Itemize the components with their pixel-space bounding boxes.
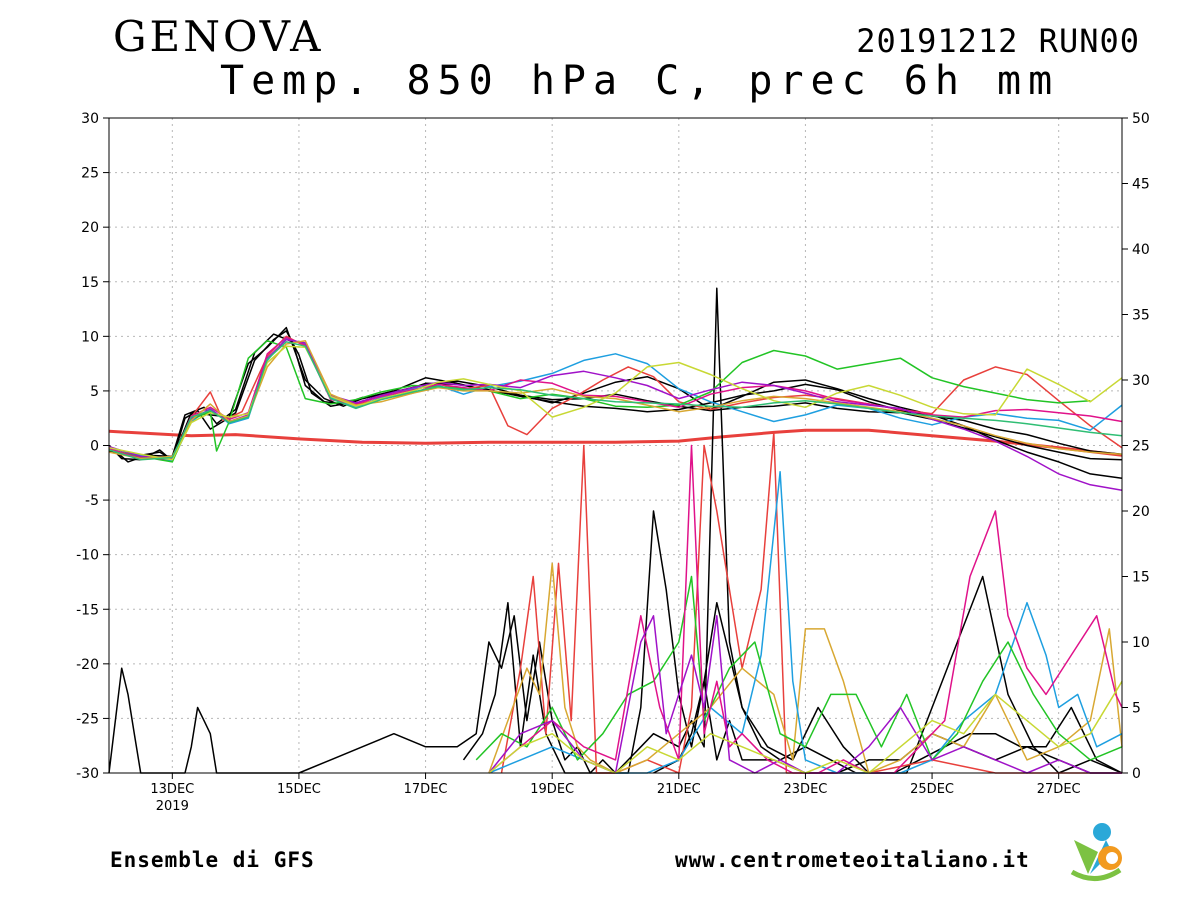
temp-line (108, 341, 1123, 461)
x-tick-label: 25DEC (910, 782, 954, 797)
city-title: GENOVA (113, 12, 324, 61)
temp-line (108, 345, 1123, 461)
left-tick-label: -10 (76, 548, 99, 564)
left-axis-ticks: 30 25 20 15 10 5 0 -5 -10 -15 -20 -25 -30 (76, 111, 109, 782)
x-tick-label: 17DEC (404, 782, 448, 797)
x-tick-label: 27DEC (1037, 782, 1081, 797)
precip-line (488, 562, 1123, 774)
reference-line-layer (108, 428, 1123, 457)
left-tick-label: -25 (76, 711, 99, 727)
chart-grid (109, 118, 1122, 773)
right-tick-label: 10 (1132, 635, 1150, 651)
left-tick-label: 20 (81, 220, 99, 236)
right-tick-label: 35 (1132, 308, 1150, 324)
website-link[interactable]: www.centrometeoitaliano.it (675, 848, 1030, 872)
run-label: 20191212 RUN00 (856, 22, 1140, 60)
left-tick-label: 30 (81, 111, 99, 127)
right-tick-label: 30 (1132, 373, 1150, 389)
reference-line (108, 428, 1123, 457)
left-tick-label: 15 (81, 275, 99, 291)
temperature-lines (108, 326, 1123, 492)
temp-line (108, 338, 1123, 492)
left-tick-label: 5 (90, 384, 99, 400)
variable-title: Temp. 850 hPa C, prec 6h mm (220, 58, 1060, 104)
x-tick-label: 21DEC (657, 782, 701, 797)
x-tick-label: 23DEC (784, 782, 828, 797)
left-tick-label: -20 (76, 657, 99, 673)
left-tick-label: -30 (76, 766, 99, 782)
precip-line (488, 615, 1122, 774)
right-tick-label: 5 (1132, 701, 1141, 717)
left-tick-label: 25 (81, 166, 99, 182)
temp-line (108, 337, 1123, 462)
x-tick-sublabel: 2019 (156, 799, 189, 814)
left-tick-label: -15 (76, 602, 99, 618)
left-tick-label: 0 (90, 439, 99, 455)
right-tick-label: 40 (1132, 242, 1150, 258)
precipitation-lines (108, 287, 1123, 774)
right-tick-label: 20 (1132, 504, 1150, 520)
x-tick-label: 15DEC (277, 782, 321, 797)
x-axis-ticks: 13DEC 2019 15DEC 17DEC 19DEC 21DEC 23DEC 25DEC 2… (150, 773, 1081, 814)
right-tick-label: 0 (1132, 766, 1141, 782)
right-tick-label: 50 (1132, 111, 1150, 127)
x-tick-label: 19DEC (530, 782, 574, 797)
left-tick-label: -5 (85, 493, 99, 509)
x-tick-label: 13DEC (150, 782, 194, 797)
precip-line (462, 287, 1123, 774)
right-tick-label: 25 (1132, 439, 1150, 455)
model-label: Ensemble di GFS (110, 848, 315, 872)
centrometeo-logo-icon (1070, 823, 1122, 881)
temp-line (108, 326, 1123, 480)
right-tick-label: 45 (1132, 177, 1150, 193)
precip-line (475, 575, 1123, 761)
left-tick-label: 10 (81, 329, 99, 345)
right-tick-label: 15 (1132, 570, 1150, 586)
